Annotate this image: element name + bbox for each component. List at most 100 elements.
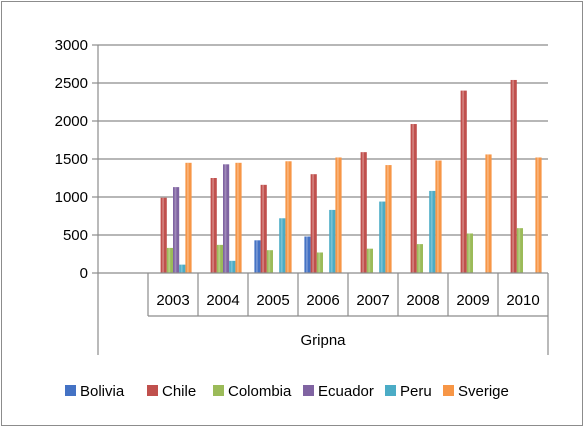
y-tick-labels: 0 500 1000 1500 2000 2500 3000: [55, 37, 88, 282]
bar-body: [360, 152, 367, 273]
y-tick-label: 1500: [55, 151, 88, 168]
bar-body: [535, 157, 542, 273]
bar-body: [385, 165, 392, 273]
bar-body: [260, 184, 267, 273]
bar: [435, 160, 442, 273]
bar-body: [460, 90, 467, 273]
bar-highlight: [280, 218, 283, 273]
legend-item-ecuador: Ecuador: [303, 383, 374, 400]
bar-body: [279, 218, 286, 273]
legend-label: Bolivia: [80, 383, 125, 400]
bar-highlight: [305, 236, 308, 273]
bar-body: [335, 157, 342, 273]
bar-body: [223, 164, 230, 273]
bar: [310, 174, 317, 273]
bar-body: [166, 247, 173, 273]
bar-body: [210, 178, 217, 273]
bar-body: [310, 174, 317, 273]
legend-label: Chile: [162, 383, 196, 400]
bar-highlight: [268, 250, 271, 273]
legend-swatch: [443, 385, 454, 396]
bar: [266, 250, 273, 273]
legend-label: Sverige: [458, 383, 509, 400]
bar-body: [160, 197, 167, 273]
bar-body: [216, 244, 223, 273]
legend-swatch: [303, 385, 314, 396]
y-tick-label: 3000: [55, 37, 88, 54]
legend-label: Ecuador: [318, 383, 374, 400]
bar-highlight: [518, 228, 521, 273]
bar-body: [235, 162, 242, 273]
bar-highlight: [318, 252, 321, 273]
axes: [92, 44, 549, 355]
bar: [254, 240, 261, 273]
bar-highlight: [236, 162, 239, 273]
bar-highlight: [380, 201, 383, 273]
bar-body: [185, 162, 192, 273]
category-label: 2008: [406, 292, 439, 309]
bar-highlight: [168, 247, 171, 273]
bar: [223, 164, 230, 273]
bar-highlight: [186, 162, 189, 273]
bar: [485, 154, 492, 273]
bar-highlight: [462, 90, 465, 273]
category-label: 2003: [156, 292, 189, 309]
legend-item-peru: Peru: [385, 383, 432, 400]
bar-body: [516, 228, 523, 273]
bar-highlight: [362, 152, 365, 273]
category-labels: 2003 2004 2005 2006 2007 2008 2009 2010: [156, 292, 539, 309]
bar-highlight: [162, 197, 165, 273]
bar-body: [285, 161, 292, 273]
bar-body: [379, 201, 386, 273]
y-tick-label: 0: [80, 265, 88, 282]
bars: [160, 79, 542, 274]
bar: [416, 244, 423, 273]
bar: [304, 236, 311, 273]
bar: [185, 162, 192, 273]
bar-highlight: [386, 165, 389, 273]
bar-highlight: [336, 157, 339, 273]
bar: [429, 190, 436, 273]
group-axis-label: Gripna: [300, 332, 346, 349]
bar-highlight: [218, 244, 221, 273]
bar-body: [429, 190, 436, 273]
bar: [160, 197, 167, 273]
legend-item-bolivia: Bolivia: [65, 383, 125, 400]
y-tick-label: 2000: [55, 113, 88, 130]
category-label: 2010: [506, 292, 539, 309]
category-label: 2006: [306, 292, 339, 309]
bar: [516, 228, 523, 273]
bar: [385, 165, 392, 273]
bar: [460, 90, 467, 273]
bar-highlight: [230, 260, 233, 273]
bar-highlight: [212, 178, 215, 273]
bar-body: [266, 250, 273, 273]
bar-highlight: [412, 124, 415, 273]
bar-body: [316, 252, 323, 273]
bar: [329, 209, 336, 273]
bar: [410, 124, 417, 273]
bar: [335, 157, 342, 273]
legend-swatch: [213, 385, 224, 396]
bar-highlight: [180, 264, 183, 273]
legend-swatch: [147, 385, 158, 396]
bar: [279, 218, 286, 273]
bar-body: [229, 260, 236, 273]
bar-body: [410, 124, 417, 273]
bar: [510, 79, 517, 274]
legend-item-chile: Chile: [147, 383, 196, 400]
bar-highlight: [224, 164, 227, 273]
bar: [179, 264, 186, 273]
bar-highlight: [512, 79, 515, 274]
category-label: 2007: [356, 292, 389, 309]
bar-highlight: [486, 154, 489, 273]
bar: [235, 162, 242, 273]
bar: [466, 233, 473, 273]
bar-body: [485, 154, 492, 273]
bar: [229, 260, 236, 273]
bar: [216, 244, 223, 273]
bar-body: [366, 248, 373, 273]
bar-highlight: [286, 161, 289, 273]
legend-label: Peru: [400, 383, 432, 400]
